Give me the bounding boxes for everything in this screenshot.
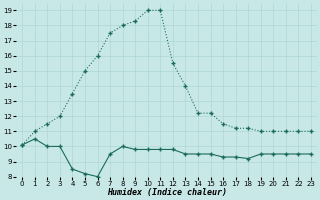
X-axis label: Humidex (Indice chaleur): Humidex (Indice chaleur) (107, 188, 227, 197)
